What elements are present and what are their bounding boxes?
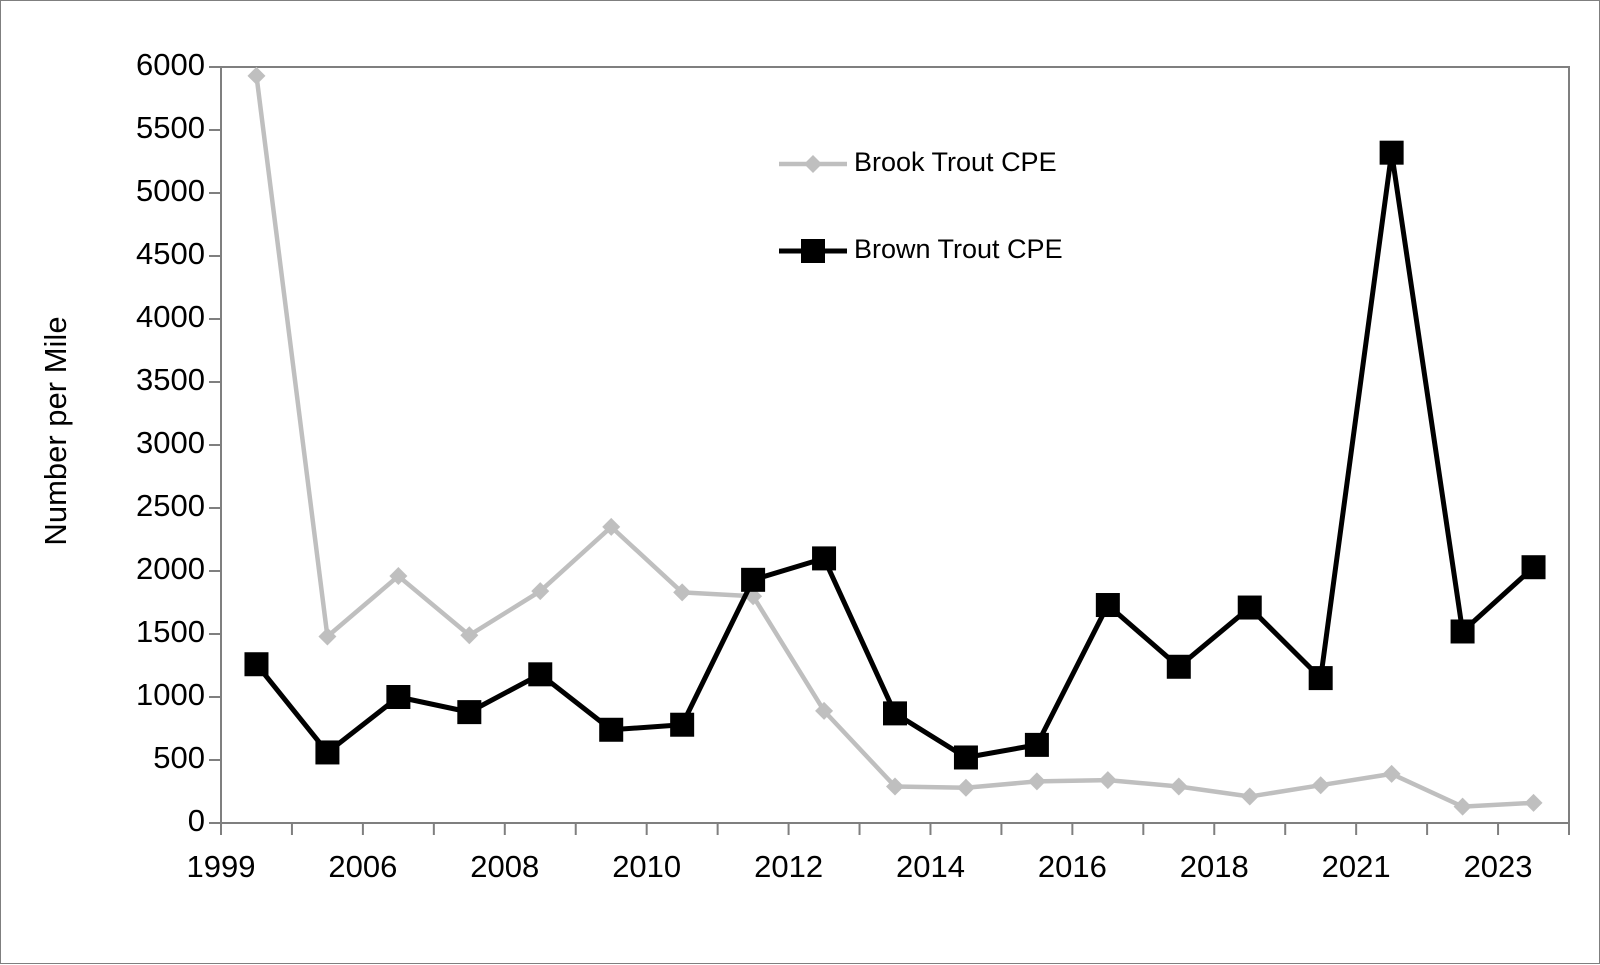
y-tick-label: 0 [188,803,205,838]
y-tick-label: 5000 [136,173,205,208]
y-tick-label: 3500 [136,362,205,397]
series-point-square [457,700,482,725]
series-point-diamond [886,777,904,796]
series-point-square [1379,140,1404,165]
legend-marker-diamond [804,155,822,173]
x-tick-label: 1999 [187,849,256,884]
legend-label: Brown Trout CPE [854,234,1063,264]
series-point-square [244,652,269,677]
series-line-0 [254,75,1534,809]
x-tick-label: 2018 [1180,849,1249,884]
series-point-square [812,546,837,571]
legend-marker-square [801,239,825,263]
series-point-square [1521,555,1546,580]
y-tick-label: 3000 [136,425,205,460]
x-tick-label: 2008 [470,849,539,884]
y-tick-label: 4000 [136,299,205,334]
series-point-diamond [389,567,408,586]
y-tick-label: 2500 [136,488,205,523]
y-tick-label: 5500 [136,110,205,145]
series-point-diamond [1382,764,1401,783]
y-axis-title: Number per Mile [38,316,73,545]
y-tick-label: 1000 [136,677,205,712]
series-point-diamond [1453,797,1472,816]
series-point-square [528,662,553,687]
series-point-square [1166,654,1191,679]
y-tick-label: 6000 [136,47,205,82]
series-point-diamond [602,517,621,536]
series-point-square [741,567,766,592]
series-point-diamond [1311,776,1330,795]
series-point-diamond [956,778,975,797]
series-point-square [1308,666,1333,691]
y-tick-label: 4500 [136,236,205,271]
series-point-diamond [815,701,834,720]
x-tick-label: 2010 [612,849,681,884]
legend: Brook Trout CPE Brown Trout CPE [779,147,1063,264]
series-point-square [1237,595,1262,620]
series-point-diamond [531,582,550,601]
y-axis-title-group: Number per Mile [38,316,73,545]
series-point-diamond [318,627,337,646]
x-tick-label: 2014 [896,849,965,884]
series-point-square [1095,593,1120,618]
series-point-square [315,740,340,765]
series-point-diamond [460,626,479,645]
series-point-square [953,745,978,770]
series-point-diamond [1169,777,1188,796]
series-point-diamond [1524,793,1543,812]
x-tick-label: 2021 [1322,849,1391,884]
series-point-square [883,701,907,726]
x-tick-label: 2016 [1038,849,1107,884]
series-point-square [1024,732,1049,757]
x-tick-label: 2006 [328,849,397,884]
series-point-diamond [1098,771,1117,790]
series-point-square [1450,619,1475,644]
y-tick-label: 2000 [136,551,205,586]
y-tick-label: 1500 [136,614,205,649]
series-point-square [670,712,695,737]
series-point-square [386,685,411,709]
series-point-diamond [673,583,692,602]
legend-label: Brook Trout CPE [854,147,1057,177]
series-point-square [599,717,624,742]
series-point-diamond [247,66,266,85]
series-point-diamond [1240,787,1259,806]
series-point-diamond [1027,772,1046,791]
y-tick-label: 500 [153,740,205,775]
x-tick-label: 2012 [754,849,823,884]
plot-area: 0 500 1000 1500 2000 2500 3000 3500 4000 4500 5000… [136,47,1570,884]
x-tick-label: 2023 [1464,849,1533,884]
